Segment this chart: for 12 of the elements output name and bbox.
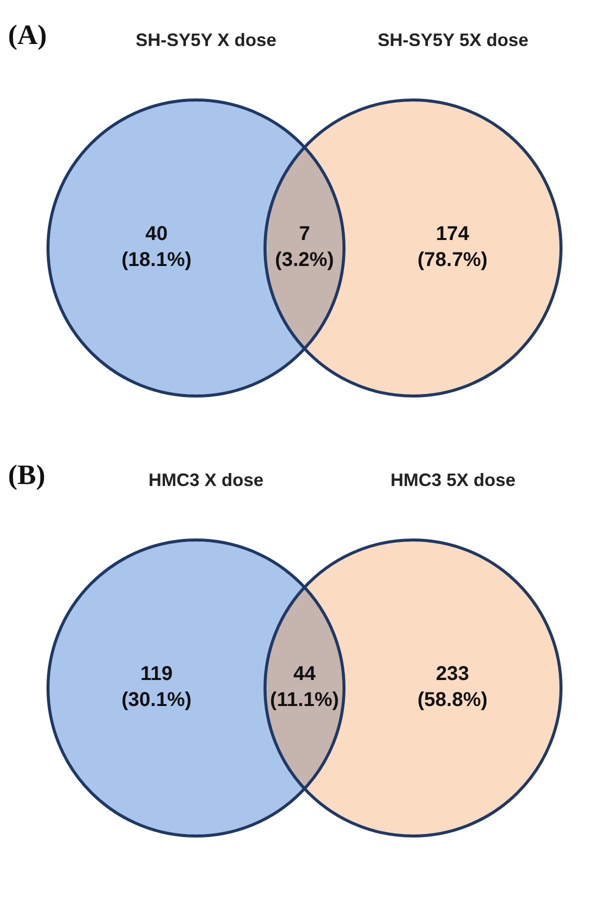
data-label: 174 (78.7%) — [417, 223, 488, 271]
text: (B) — [8, 460, 46, 491]
data-label: 233 (58.8%) — [417, 663, 488, 711]
category-label: SH-SY5Y X dose — [136, 30, 276, 50]
data-label: 40 (18.1%) — [121, 223, 192, 271]
data-label: 119 (30.1%) — [121, 663, 192, 711]
category-label: SH-SY5Y 5X dose — [378, 30, 528, 50]
category-label: HMC3 5X dose — [390, 470, 516, 490]
text: (A) — [8, 20, 47, 51]
data-label: 44 (11.1%) — [270, 663, 339, 711]
data-label: 7 (3.2%) — [275, 223, 334, 271]
category-label: HMC3 X dose — [148, 470, 264, 490]
